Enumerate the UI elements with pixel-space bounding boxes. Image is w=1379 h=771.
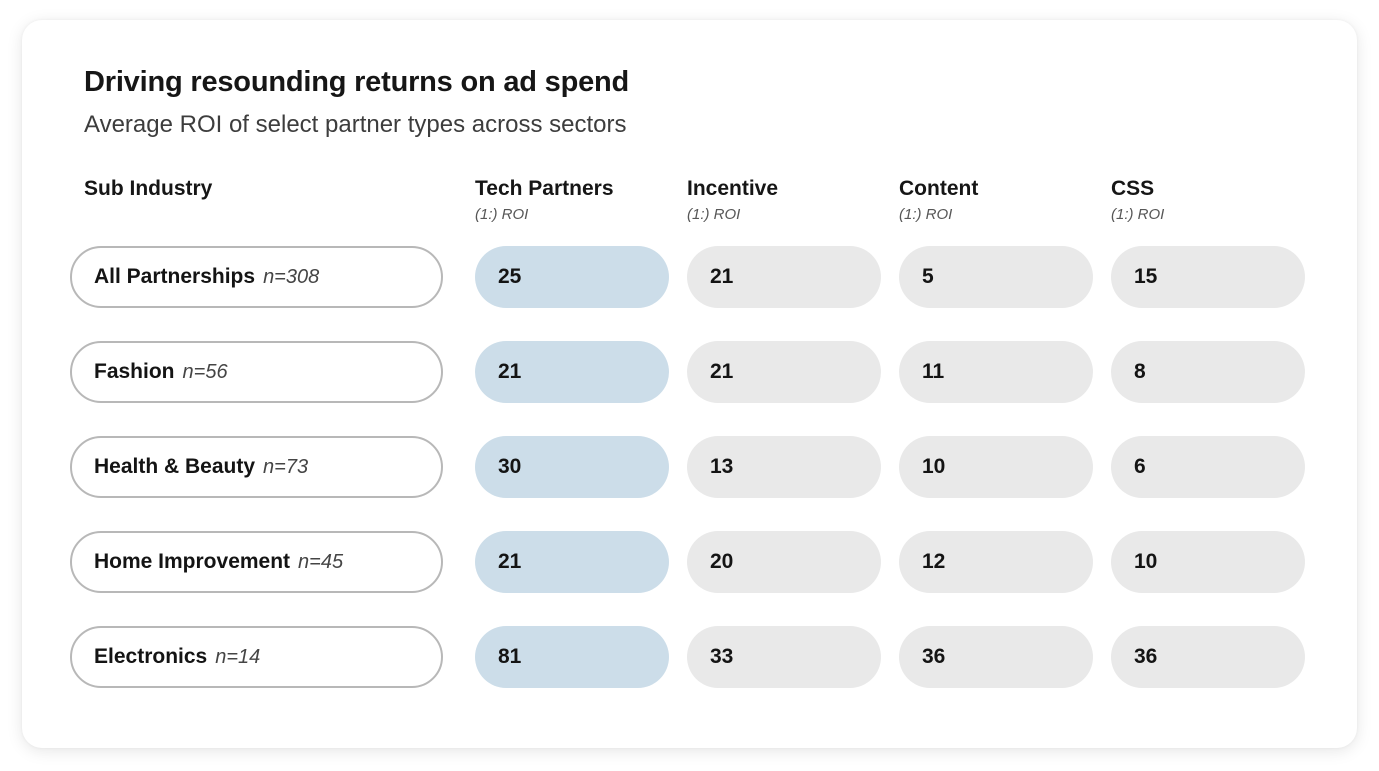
value-pill-incentive: 33 (687, 626, 881, 688)
value-pill-css: 36 (1111, 626, 1305, 688)
value-label: 11 (922, 360, 945, 383)
column-header-incentive: Incentive (1:) ROI (687, 176, 899, 224)
row-sample-size: n=308 (263, 265, 320, 288)
chart-card: Driving resounding returns on ad spend A… (22, 20, 1357, 748)
column-header-label: Content (899, 177, 979, 200)
value-label: 10 (922, 455, 946, 478)
value-label: 13 (710, 455, 734, 478)
value-pill-css: 6 (1111, 436, 1305, 498)
value-label: 30 (498, 455, 522, 478)
row-label-pill: Health & Beauty n=73 (70, 436, 443, 498)
value-pill-tech-partners: 30 (475, 436, 669, 498)
value-label: 25 (498, 265, 522, 288)
value-pill-css: 8 (1111, 341, 1305, 403)
row-label-pill: Fashion n=56 (70, 341, 443, 403)
value-label: 21 (498, 360, 522, 383)
value-pill-content: 11 (899, 341, 1093, 403)
value-label: 36 (1134, 645, 1158, 668)
row-sample-size: n=14 (215, 645, 261, 668)
row-label-pill: Electronics n=14 (70, 626, 443, 688)
value-label: 10 (1134, 550, 1158, 573)
row-sample-size: n=56 (182, 360, 228, 383)
value-pill-tech-partners: 21 (475, 341, 669, 403)
value-pill-incentive: 13 (687, 436, 881, 498)
table-body: All Partnerships n=308 25 21 5 15 Fashio… (70, 246, 1357, 688)
column-header-label: Tech Partners (475, 177, 614, 200)
value-pill-content: 12 (899, 531, 1093, 593)
row-label: Health & Beauty (94, 455, 256, 478)
value-pill-incentive: 20 (687, 531, 881, 593)
table-row-health-beauty: Health & Beauty n=73 30 13 10 6 (70, 436, 1357, 498)
column-header-row: Sub Industry Tech Partners (1:) ROI Ince… (70, 176, 1357, 224)
value-pill-content: 36 (899, 626, 1093, 688)
value-label: 33 (710, 645, 734, 668)
row-label: Electronics (94, 645, 208, 668)
column-header-content: Content (1:) ROI (899, 176, 1111, 224)
table-row-all-partnerships: All Partnerships n=308 25 21 5 15 (70, 246, 1357, 308)
value-pill-css: 10 (1111, 531, 1305, 593)
value-label: 15 (1134, 265, 1158, 288)
chart-title: Driving resounding returns on ad spend (84, 66, 630, 98)
value-label: 21 (498, 550, 522, 573)
column-header-label: Sub Industry (84, 177, 213, 200)
value-pill-tech-partners: 81 (475, 626, 669, 688)
row-label: Home Improvement (94, 550, 291, 573)
value-label: 12 (922, 550, 946, 573)
row-label: All Partnerships (94, 265, 256, 288)
column-header-label: CSS (1111, 177, 1155, 200)
value-label: 81 (498, 645, 522, 668)
value-pill-content: 10 (899, 436, 1093, 498)
value-pill-incentive: 21 (687, 341, 881, 403)
value-pill-css: 15 (1111, 246, 1305, 308)
column-header-label: Incentive (687, 177, 779, 200)
row-label: Fashion (94, 360, 175, 383)
row-label-pill: Home Improvement n=45 (70, 531, 443, 593)
row-sample-size: n=73 (263, 455, 309, 478)
row-label-pill: All Partnerships n=308 (70, 246, 443, 308)
table-row-fashion: Fashion n=56 21 21 11 8 (70, 341, 1357, 403)
value-pill-tech-partners: 25 (475, 246, 669, 308)
column-header-sublabel: (1:) ROI (1111, 206, 1165, 223)
column-header-sublabel: (1:) ROI (687, 206, 741, 223)
value-pill-tech-partners: 21 (475, 531, 669, 593)
value-pill-incentive: 21 (687, 246, 881, 308)
chart-subtitle: Average ROI of select partner types acro… (84, 111, 627, 138)
value-label: 21 (710, 265, 734, 288)
value-pill-content: 5 (899, 246, 1093, 308)
column-header-sub-industry: Sub Industry (70, 176, 475, 224)
table-row-home-improvement: Home Improvement n=45 21 20 12 10 (70, 531, 1357, 593)
value-label: 5 (922, 265, 934, 288)
table-row-electronics: Electronics n=14 81 33 36 36 (70, 626, 1357, 688)
value-label: 8 (1134, 360, 1146, 383)
column-header-sublabel: (1:) ROI (475, 206, 529, 223)
value-label: 21 (710, 360, 734, 383)
column-header-css: CSS (1:) ROI (1111, 176, 1305, 224)
value-label: 20 (710, 550, 734, 573)
column-header-tech-partners: Tech Partners (1:) ROI (475, 176, 687, 224)
value-label: 6 (1134, 455, 1146, 478)
value-label: 36 (922, 645, 946, 668)
row-sample-size: n=45 (298, 550, 344, 573)
column-header-sublabel: (1:) ROI (899, 206, 953, 223)
